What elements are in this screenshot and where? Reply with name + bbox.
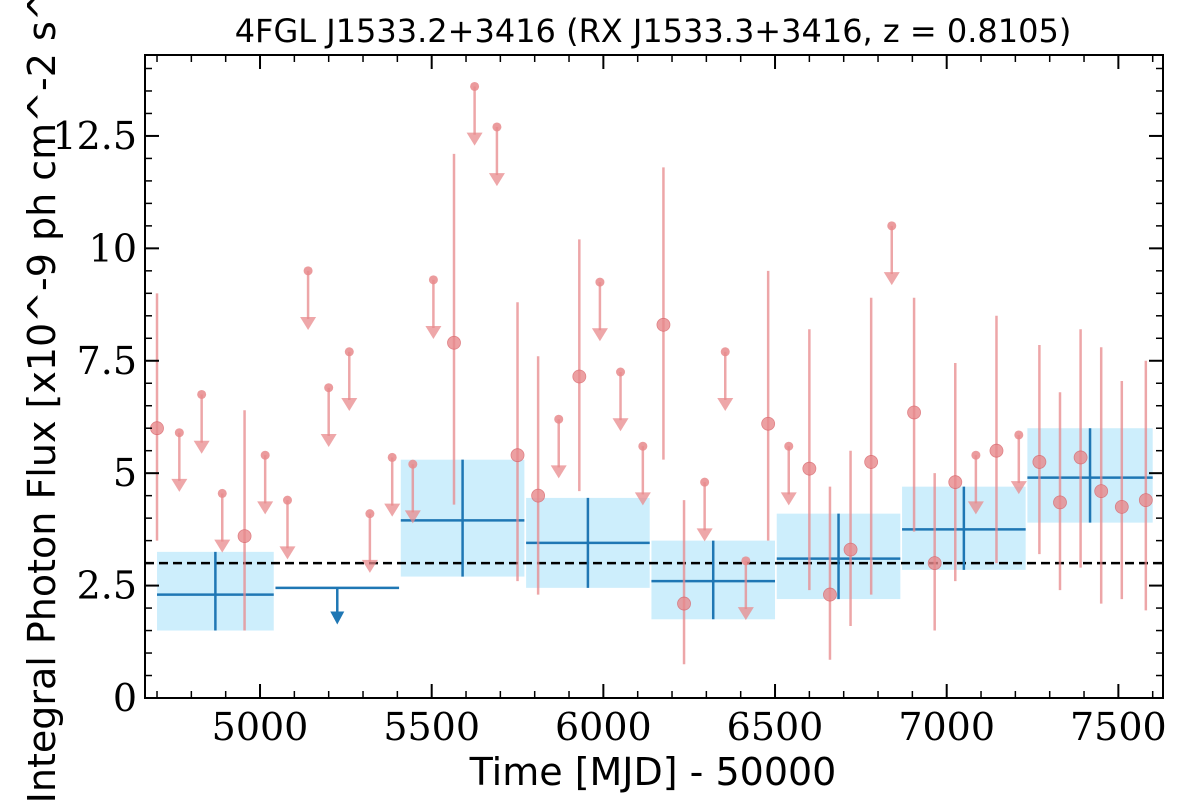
fine-data-point [823,587,837,602]
fine-upper-limit-cap [971,450,981,460]
fine-upper-limit-arrow [193,440,210,454]
fine-data-point [989,443,1004,458]
x-axis-ticks: 5000 5500 6000 6500 7000 7500 [156,55,1167,749]
fine-data-point [1094,484,1109,499]
fine-data-point [907,405,921,420]
fine-data-point [1053,495,1067,510]
y-tick-label: 5 [113,451,137,495]
fine-upper-limit-cap [887,221,897,231]
y-tick-label: 2.5 [77,564,137,608]
fine-upper-limit-cap [595,277,605,287]
x-tick-label: 7500 [1070,705,1167,749]
fine-upper-limit-arrow [341,397,358,411]
fine-upper-limit-cap [174,428,184,438]
fine-upper-limit-cap [387,452,397,462]
plot-frame [144,54,1164,699]
axes-frame [144,54,1164,699]
fine-upper-limit-cap [344,347,354,357]
fine-upper-limit-arrow [737,607,754,621]
fine-upper-limit-arrow [634,492,651,506]
fine-data-point [1138,493,1153,508]
fine-data-point [656,317,671,332]
fine-upper-limit-arrow [550,465,567,479]
fine-upper-limit-cap [616,367,626,377]
fine-data-point [677,596,691,611]
fine-data-point [1073,450,1088,465]
fine-bin-series [150,81,1153,665]
x-axis-label: Time [MJD] - 50000 [469,750,837,794]
fine-upper-limit-arrow [780,492,797,506]
coarse-bin-series [157,428,1153,631]
fine-data-point [150,421,164,436]
y-tick-label: 7.5 [77,339,137,383]
fine-data-point [927,556,942,571]
fine-data-point [1114,499,1129,514]
fine-data-point [447,335,461,350]
coarse-upper-limit-arrow [330,611,345,625]
fine-data-point [948,475,963,490]
fine-data-point [1032,455,1047,469]
fine-upper-limit-cap [784,441,794,451]
fine-upper-limit-arrow [967,501,984,515]
fine-upper-limit-cap [303,266,313,276]
fine-upper-limit-arrow [214,539,231,553]
fine-upper-limit-arrow [717,397,734,411]
x-tick-label: 7000 [898,705,995,749]
x-tick-label: 5500 [383,705,480,749]
fine-data-point [510,448,525,463]
fine-data-point [843,542,858,557]
fine-upper-limit-arrow [320,433,337,447]
fine-upper-limit-arrow [384,503,401,517]
fine-upper-limit-arrow [591,328,608,342]
fine-upper-limit-cap [282,495,292,505]
y-tick-label: 0 [113,676,137,720]
y-tick-label: 12.5 [52,114,137,158]
fine-upper-limit-arrow [1010,481,1027,495]
fine-data-point [761,416,776,431]
fine-upper-limit-arrow [279,546,296,560]
fine-upper-limit-cap [217,488,227,498]
fine-upper-limit-cap [365,509,375,519]
fine-upper-limit-arrow [361,559,378,573]
fine-upper-limit-arrow [257,501,274,515]
x-tick-label: 5000 [212,705,309,749]
fine-upper-limit-cap [741,556,751,566]
fine-upper-limit-arrow [612,418,629,432]
x-tick-label: 6000 [555,705,652,749]
fine-upper-limit-cap [408,459,418,469]
x-tick-label: 6500 [727,705,824,749]
fine-upper-limit-arrow [300,317,317,331]
chart-title: 4FGL J1533.2+3416 (RX J1533.3+3416, z = … [235,12,1072,50]
y-axis-ticks: 0 2.5 5 7.5 10 12.5 [52,67,1163,720]
fine-upper-limit-arrow [488,173,505,187]
fine-upper-limit-cap [492,122,502,132]
y-axis-label: Integral Photon Flux [x10^-9 ph cm^-2 s^… [20,0,64,800]
fine-data-point [802,461,817,476]
fine-upper-limit-arrow [466,132,483,146]
fine-upper-limit-cap [260,450,270,460]
fine-upper-limit-cap [428,275,438,285]
fine-data-point [237,529,252,544]
fine-data-point [531,488,546,503]
fine-upper-limit-cap [638,441,648,451]
fine-upper-limit-cap [197,389,207,399]
fine-data-point [572,369,587,384]
fine-data-point [864,455,879,469]
fine-upper-limit-cap [700,477,710,487]
fine-upper-limit-cap [324,383,334,393]
fine-upper-limit-arrow [883,272,900,286]
fine-upper-limit-arrow [404,510,421,524]
fine-upper-limit-cap [470,81,480,91]
fine-upper-limit-cap [554,414,564,424]
fine-upper-limit-arrow [171,478,188,492]
fine-upper-limit-cap [1014,430,1024,440]
fine-upper-limit-cap [720,347,730,357]
fine-upper-limit-arrow [425,326,442,340]
y-tick-label: 10 [89,226,137,270]
fine-upper-limit-arrow [696,528,713,542]
